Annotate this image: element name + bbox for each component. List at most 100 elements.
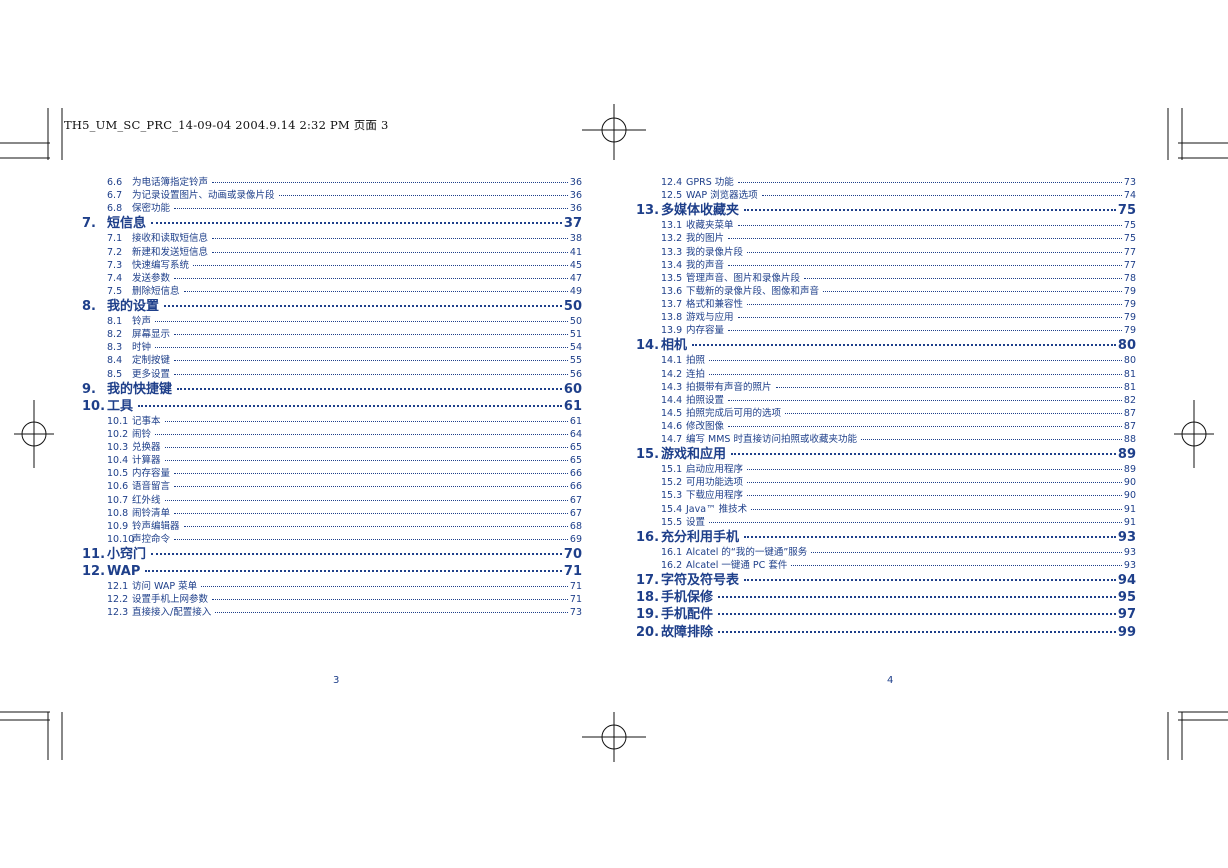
toc-section-entry[interactable]: 14.2 连拍 81 — [636, 368, 1136, 381]
toc-chapter-entry[interactable]: 11. 小窍门 70 — [82, 546, 582, 563]
toc-section-entry[interactable]: 8.5 更多设置 56 — [82, 368, 582, 381]
left-page-number: 3 — [333, 675, 340, 686]
toc-chapter-entry[interactable]: 13. 多媒体收藏夹 75 — [636, 202, 1136, 219]
toc-section-entry[interactable]: 14.4 拍照设置 82 — [636, 394, 1136, 407]
toc-entry-page: 51 — [569, 329, 582, 341]
toc-entry-page: 75 — [1123, 220, 1136, 232]
toc-section-entry[interactable]: 10.6 语音留言 66 — [82, 480, 582, 493]
toc-section-entry[interactable]: 13.2 我的图片 75 — [636, 232, 1136, 245]
toc-section-entry[interactable]: 15.4 Java™ 推技术 91 — [636, 503, 1136, 516]
toc-section-entry[interactable]: 10.9 铃声编辑器 68 — [82, 520, 582, 533]
toc-entry-page: 54 — [569, 342, 582, 354]
toc-entry-num: 10.4 — [107, 455, 129, 467]
toc-entry-page: 93 — [1123, 546, 1136, 558]
toc-section-entry[interactable]: 14.1 拍照 80 — [636, 354, 1136, 367]
toc-entry-page: 90 — [1123, 477, 1136, 489]
toc-chapter-entry[interactable]: 15. 游戏和应用 89 — [636, 446, 1136, 463]
toc-chapter-entry[interactable]: 8. 我的设置 50 — [82, 298, 582, 315]
toc-section-entry[interactable]: 10.8 闹铃清单 67 — [82, 507, 582, 520]
toc-entry-page: 47 — [569, 272, 582, 284]
dot-leader — [791, 564, 1122, 566]
toc-section-entry[interactable]: 6.8 保密功能 36 — [82, 202, 582, 215]
toc-section-entry[interactable]: 10.10 声控命令 69 — [82, 533, 582, 546]
toc-section-entry[interactable]: 13.5 管理声音、图片和录像片段 78 — [636, 272, 1136, 285]
toc-entry-page: 87 — [1123, 420, 1136, 432]
toc-section-entry[interactable]: 6.6 为电话簿指定铃声 36 — [82, 176, 582, 189]
toc-entry-page: 75 — [1117, 203, 1136, 219]
toc-entry-title: 我的设置 — [107, 298, 160, 314]
toc-section-entry[interactable]: 8.1 铃声 50 — [82, 315, 582, 328]
toc-section-entry[interactable]: 14.3 拍摄带有声音的照片 81 — [636, 381, 1136, 394]
toc-section-entry[interactable]: 12.1 访问 WAP 菜单 71 — [82, 580, 582, 593]
toc-entry-num: 8.2 — [107, 329, 123, 341]
toc-entry-page: 36 — [569, 177, 582, 188]
toc-section-entry[interactable]: 10.1 记事本 61 — [82, 415, 582, 428]
toc-section-entry[interactable]: 12.3 直接接入/配置接入 73 — [82, 606, 582, 619]
toc-section-entry[interactable]: 13.9 内存容量 79 — [636, 324, 1136, 337]
dot-leader — [747, 468, 1122, 471]
toc-section-entry[interactable]: 15.1 启动应用程序 89 — [636, 463, 1136, 476]
toc-section-entry[interactable]: 15.5 设置 91 — [636, 516, 1136, 529]
toc-entry-page: 68 — [569, 520, 582, 532]
dot-leader — [785, 412, 1122, 414]
toc-section-entry[interactable]: 7.5 删除短信息 49 — [82, 285, 582, 298]
toc-section-entry[interactable]: 13.1 收藏夹菜单 75 — [636, 219, 1136, 232]
toc-section-entry[interactable]: 12.4 GPRS 功能 73 — [636, 176, 1136, 189]
toc-section-entry[interactable]: 13.8 游戏与应用 79 — [636, 311, 1136, 324]
toc-entry-page: 65 — [569, 442, 582, 454]
toc-section-entry[interactable]: 13.4 我的声音 77 — [636, 259, 1136, 272]
toc-section-entry[interactable]: 7.4 发送参数 47 — [82, 272, 582, 285]
toc-entry-page: 91 — [1123, 516, 1136, 528]
toc-chapter-entry[interactable]: 7. 短信息 37 — [82, 215, 582, 232]
toc-section-entry[interactable]: 8.2 屏幕显示 51 — [82, 328, 582, 341]
toc-entry-title: 手机保修 — [661, 590, 714, 606]
toc-section-entry[interactable]: 7.2 新建和发送短信息 41 — [82, 246, 582, 259]
toc-section-entry[interactable]: 13.3 我的录像片段 77 — [636, 246, 1136, 259]
toc-entry-page: 61 — [569, 415, 582, 427]
toc-section-entry[interactable]: 10.2 闹铃 64 — [82, 428, 582, 441]
toc-entry-page: 71 — [563, 564, 582, 580]
toc-section-entry[interactable]: 7.3 快速编写系统 45 — [82, 259, 582, 272]
toc-entry-title: 接收和读取短信息 — [132, 233, 209, 245]
dot-leader — [709, 373, 1122, 375]
toc-entry-num: 14.7 — [661, 433, 683, 445]
toc-section-entry[interactable]: 14.6 修改图像 87 — [636, 420, 1136, 433]
dot-leader — [174, 277, 568, 279]
toc-chapter-entry[interactable]: 17. 字符及符号表 94 — [636, 572, 1136, 589]
toc-section-entry[interactable]: 6.7 为记录设置图片、动画或录像片段 36 — [82, 189, 582, 202]
toc-section-entry[interactable]: 10.7 红外线 67 — [82, 494, 582, 507]
toc-entry-num: 10.1 — [107, 415, 129, 427]
toc-section-entry[interactable]: 10.3 兑换器 65 — [82, 441, 582, 454]
toc-entry-page: 91 — [1123, 503, 1136, 515]
toc-section-entry[interactable]: 10.5 内存容量 66 — [82, 467, 582, 480]
toc-section-entry[interactable]: 12.2 设置手机上网参数 71 — [82, 593, 582, 606]
toc-section-entry[interactable]: 13.6 下载新的录像片段、图像和声音 79 — [636, 285, 1136, 298]
toc-section-entry[interactable]: 8.3 时钟 54 — [82, 341, 582, 354]
toc-section-entry[interactable]: 10.4 计算器 65 — [82, 454, 582, 467]
toc-section-entry[interactable]: 12.5 WAP 浏览器选项 74 — [636, 189, 1136, 202]
toc-section-entry[interactable]: 7.1 接收和读取短信息 38 — [82, 232, 582, 245]
toc-entry-num: 10.5 — [107, 468, 129, 480]
toc-chapter-entry[interactable]: 18. 手机保修 95 — [636, 589, 1136, 606]
toc-section-entry[interactable]: 8.4 定制按键 55 — [82, 354, 582, 367]
toc-section-entry[interactable]: 14.7 编写 MMS 时直接访问拍照或收藏夹功能 88 — [636, 433, 1136, 446]
toc-section-entry[interactable]: 14.5 拍照完成后可用的选项 87 — [636, 407, 1136, 420]
toc-section-entry[interactable]: 15.3 下载应用程序 90 — [636, 489, 1136, 502]
toc-section-entry[interactable]: 16.1 Alcatel 的“我的一键通”服务 93 — [636, 546, 1136, 559]
toc-chapter-entry[interactable]: 20. 故障排除 99 — [636, 624, 1136, 641]
toc-section-entry[interactable]: 15.2 可用功能选项 90 — [636, 476, 1136, 489]
dot-leader — [718, 613, 1116, 616]
toc-chapter-entry[interactable]: 16. 充分利用手机 93 — [636, 529, 1136, 546]
toc-chapter-entry[interactable]: 19. 手机配件 97 — [636, 606, 1136, 623]
toc-entry-page: 67 — [569, 507, 582, 519]
toc-chapter-entry[interactable]: 9. 我的快捷键 60 — [82, 381, 582, 398]
toc-section-entry[interactable]: 13.7 格式和兼容性 79 — [636, 298, 1136, 311]
toc-chapter-entry[interactable]: 12. WAP 71 — [82, 563, 582, 580]
dot-leader — [744, 579, 1116, 582]
toc-chapter-entry[interactable]: 14. 相机 80 — [636, 337, 1136, 354]
toc-entry-num: 10.7 — [107, 494, 129, 506]
toc-entry-num: 10.9 — [107, 520, 129, 532]
toc-section-entry[interactable]: 16.2 Alcatel 一键通 PC 套件 93 — [636, 559, 1136, 572]
toc-chapter-entry[interactable]: 10. 工具 61 — [82, 398, 582, 415]
